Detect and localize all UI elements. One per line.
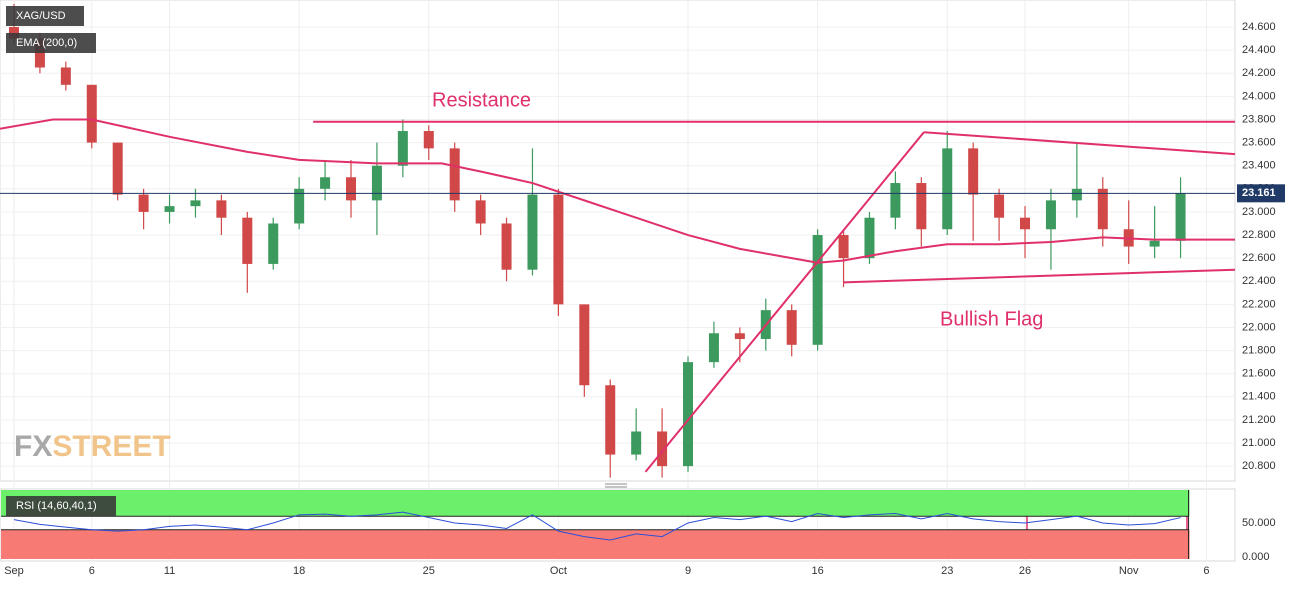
candle-body xyxy=(1175,193,1186,241)
candle-body xyxy=(864,217,875,259)
y-tick-label: 22.200 xyxy=(1242,298,1276,310)
candle-body xyxy=(8,27,19,39)
legend-box xyxy=(6,6,84,26)
candle-body xyxy=(1097,188,1108,230)
x-tick-label: 16 xyxy=(812,565,824,577)
trend-line xyxy=(644,131,925,473)
x-tick-label: Sep xyxy=(4,565,24,577)
y-tick-label: 23.600 xyxy=(1242,136,1276,148)
overbought-zone xyxy=(1,490,1190,517)
y-tick-label: 23.800 xyxy=(1242,113,1276,125)
candle-body xyxy=(320,177,331,189)
candle-body xyxy=(501,223,512,270)
last-price-label: 23.161 xyxy=(1242,187,1276,199)
trend-line xyxy=(843,268,1236,284)
candle-body xyxy=(423,131,434,149)
y-tick-label: 24.400 xyxy=(1242,44,1276,56)
y-tick-label: 23.000 xyxy=(1242,206,1276,218)
x-tick-label: 6 xyxy=(1203,565,1209,577)
annotation: Resistance xyxy=(432,89,531,111)
candle-body xyxy=(1149,240,1160,247)
candle-body xyxy=(294,188,305,224)
oversold-zone xyxy=(1,529,1190,559)
candle-body xyxy=(553,194,564,305)
candle-body xyxy=(579,304,590,386)
candle-body xyxy=(138,194,149,212)
candle-body xyxy=(942,148,953,230)
candle-body xyxy=(397,131,408,166)
candle-body xyxy=(683,362,694,467)
candle-body xyxy=(838,235,849,259)
last-price-tag xyxy=(1237,184,1285,203)
candle-body xyxy=(216,200,227,218)
y-tick-label: 22.400 xyxy=(1242,275,1276,287)
candle-body xyxy=(112,142,123,195)
ema-line xyxy=(0,118,1235,264)
candle-body xyxy=(34,38,45,68)
candle-body xyxy=(346,177,357,201)
candle-body xyxy=(242,217,253,264)
candle-body xyxy=(1045,200,1056,230)
legend-symbol: XAG/USD xyxy=(16,10,66,22)
candle-body xyxy=(190,200,201,207)
y-tick-label: 21.400 xyxy=(1242,391,1276,403)
candle-body xyxy=(734,333,745,340)
legend-box xyxy=(6,496,116,516)
y-tick-label: 21.800 xyxy=(1242,344,1276,356)
y-tick-label: 24.200 xyxy=(1242,67,1276,79)
price-panel xyxy=(0,0,1236,482)
candle-body xyxy=(916,183,927,230)
y-tick-label: 0.000 xyxy=(1242,551,1270,563)
x-tick-label: 6 xyxy=(89,565,95,577)
candle-body xyxy=(268,223,279,264)
x-tick-label: Nov xyxy=(1119,565,1139,577)
watermark-street: STREET xyxy=(52,430,170,463)
y-tick-label: 50.000 xyxy=(1242,517,1276,529)
candle-body xyxy=(164,206,175,212)
y-tick-label: 20.800 xyxy=(1242,460,1276,472)
trend-line xyxy=(923,131,1236,156)
x-tick-label: 23 xyxy=(941,565,953,577)
candle-body xyxy=(86,84,97,143)
candle-body xyxy=(657,431,668,467)
y-tick-label: 21.000 xyxy=(1242,437,1276,449)
candle-body xyxy=(1071,188,1082,201)
candle-body xyxy=(60,67,71,85)
rsi-line xyxy=(13,511,1181,541)
x-tick-label: Oct xyxy=(550,565,567,577)
x-tick-label: 25 xyxy=(423,565,435,577)
candle-body xyxy=(475,200,486,224)
candle-body xyxy=(449,148,460,201)
candle-body xyxy=(994,194,1005,218)
x-tick-label: 11 xyxy=(164,565,175,577)
y-tick-label: 24.000 xyxy=(1242,90,1276,102)
y-tick-label: 24.600 xyxy=(1242,21,1276,33)
x-tick-label: 18 xyxy=(293,565,305,577)
candle-body xyxy=(786,310,797,345)
candle-body xyxy=(605,385,616,455)
watermark-fx: FX xyxy=(14,430,52,463)
y-tick-label: 22.800 xyxy=(1242,229,1276,241)
x-tick-label: 9 xyxy=(685,565,691,577)
y-tick-label: 23.400 xyxy=(1242,160,1276,172)
annotation: Bullish Flag xyxy=(940,308,1043,330)
candle-body xyxy=(968,148,979,195)
y-tick-label: 22.000 xyxy=(1242,321,1276,333)
x-tick-label: 26 xyxy=(1019,565,1031,577)
y-tick-label: 21.600 xyxy=(1242,368,1276,380)
candle-body xyxy=(812,235,823,345)
watermark: FXSTREET xyxy=(14,430,171,463)
legend-ema: EMA (200,0) xyxy=(16,37,77,49)
candle-body xyxy=(708,333,719,363)
y-tick-label: 21.200 xyxy=(1242,414,1276,426)
y-tick-label: 22.600 xyxy=(1242,252,1276,264)
candle-body xyxy=(631,431,642,455)
legend-box xyxy=(6,33,96,53)
legend-rsi: RSI (14,60,40,1) xyxy=(16,500,97,512)
candle-body xyxy=(890,183,901,218)
candle-body xyxy=(527,194,538,270)
candle-body xyxy=(371,165,382,201)
candle-body xyxy=(1020,217,1031,230)
